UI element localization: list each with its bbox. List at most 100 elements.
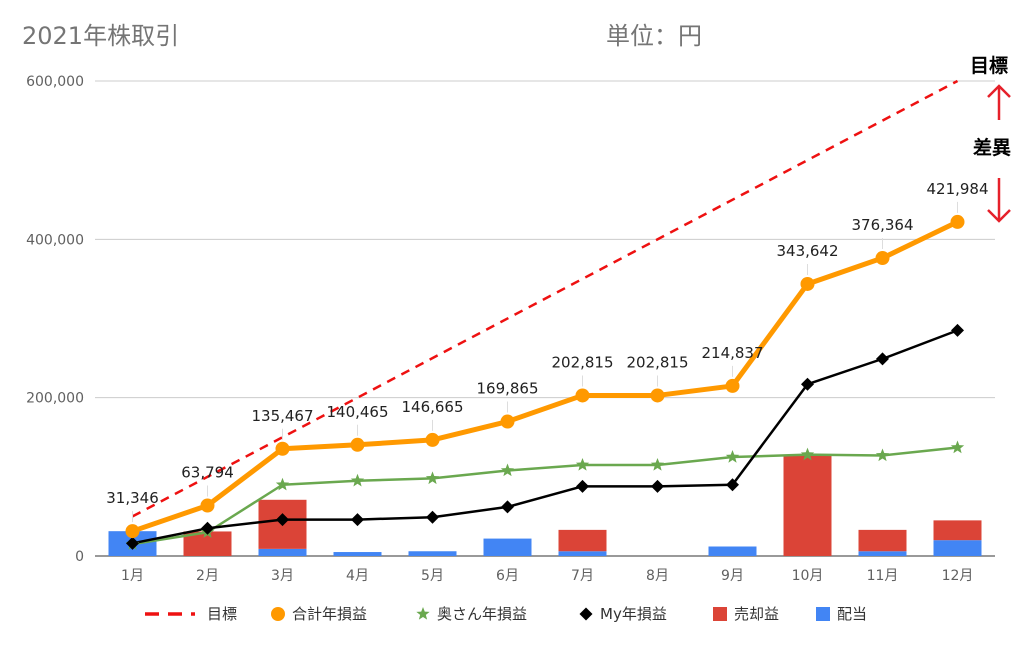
bar-dividend [558,551,607,556]
point-total-pl [950,214,965,229]
point-total-pl [200,498,215,513]
y-tick-label: 200,000 [26,391,84,407]
data-label-total-pl: 376,364 [851,216,913,234]
data-labels: 31,346 63,794 135,467 140,465 146,665 169,865… [106,180,989,523]
point-wife-pl [725,450,740,463]
point-my-pl [276,513,289,527]
legend-label: 売却益 [734,605,779,623]
point-my-pl [126,536,139,550]
bar-dividend [708,546,757,556]
x-tick-label: 7月 [571,568,594,584]
x-tick-label: 6月 [496,568,519,584]
y-tick-label: 400,000 [26,232,84,248]
y-tick-label: 600,000 [26,74,84,90]
data-label-total-pl: 202,815 [551,353,613,371]
x-tick-label: 4月 [346,568,369,584]
point-total-pl [575,388,590,403]
point-total-pl [425,432,440,447]
point-total-pl [275,441,290,456]
point-total-pl [875,251,890,266]
point-total-pl [800,276,815,291]
bar-sale-profit [933,520,982,541]
up-arrow-icon [987,84,1011,120]
target-annotation-label: 目標 [970,54,1008,77]
bar-sale-profit [858,529,907,552]
legend-symbol [816,607,830,621]
down-arrow-icon [987,178,1011,223]
legend-label: 合計年損益 [292,605,367,623]
line-target [131,79,959,518]
line-total-pl [131,219,959,534]
legend-symbol [416,607,430,620]
point-wife-pl [875,448,890,462]
y-axis-ticks: 0 200,000 400,000 600,000 [26,74,84,565]
chart-title: 2021年株取引 [22,22,179,50]
bar-dividend [858,551,907,556]
point-wife-pl [950,440,965,454]
x-axis-ticks: 1月 2月 3月 4月 5月 6月 7月 8月 9月 10月 11月 12月 [121,568,973,584]
point-total-pl [125,524,140,539]
x-tick-label: 2月 [196,568,219,584]
point-my-pl [351,513,364,527]
bar-dividend [408,551,457,556]
point-wife-pl [800,447,815,461]
data-label-total-pl: 31,346 [106,489,159,507]
data-label-total-pl: 63,794 [181,463,234,481]
x-tick-label: 5月 [421,568,444,584]
legend-label: My年損益 [600,605,667,623]
point-my-pl [501,500,514,514]
x-tick-label: 12月 [942,568,974,584]
series-markers [125,214,965,550]
x-tick-label: 9月 [721,568,744,584]
point-total-pl [725,378,740,393]
legend-symbol [271,607,285,621]
point-my-pl [576,479,589,493]
unit-label: 単位：円 [606,22,702,50]
bar-sale-profit [783,454,832,556]
line-wife-pl [132,446,958,546]
point-my-pl [726,478,739,492]
y-tick-label: 0 [75,549,84,565]
bar-dividend [258,548,307,556]
point-total-pl [650,388,665,403]
target-gap-annotation: 目標 差異 [970,54,1011,223]
data-label-total-pl: 146,665 [401,398,463,416]
point-wife-pl [425,471,440,485]
line-my-pl [132,329,958,545]
point-my-pl [426,510,439,524]
data-label-total-pl: 169,865 [476,380,538,398]
data-label-total-pl: 202,815 [626,353,688,371]
point-my-pl [801,377,814,391]
difference-annotation-label: 差異 [973,136,1011,159]
x-tick-label: 3月 [271,568,294,584]
point-total-pl [500,414,515,429]
point-total-pl [350,437,365,452]
bar-dividend [933,540,982,556]
point-my-pl [201,521,214,535]
point-wife-pl [275,477,290,491]
stacked-bars [108,454,982,556]
data-label-total-pl: 421,984 [926,180,988,198]
data-label-total-pl: 214,837 [701,344,763,362]
legend-symbol [713,607,727,621]
data-label-total-pl: 135,467 [251,407,313,425]
series-lines [131,79,959,546]
point-wife-pl [350,473,365,487]
x-tick-label: 11月 [867,568,899,584]
point-my-pl [951,323,964,337]
legend-label: 奥さん年損益 [437,605,527,623]
legend-label: 配当 [837,605,867,623]
gridlines [95,80,995,557]
legend: 目標 合計年損益 奥さん年損益 My年損益 売却益 配当 [145,605,867,623]
bar-dividend [333,552,382,556]
bar-dividend [483,538,532,556]
legend-label: 目標 [207,605,237,623]
legend-symbol [579,607,593,621]
point-my-pl [876,352,889,366]
point-wife-pl [500,463,515,477]
x-tick-label: 10月 [792,568,824,584]
x-tick-label: 1月 [121,568,144,584]
data-label-total-pl: 343,642 [776,242,838,260]
point-wife-pl [575,457,590,471]
